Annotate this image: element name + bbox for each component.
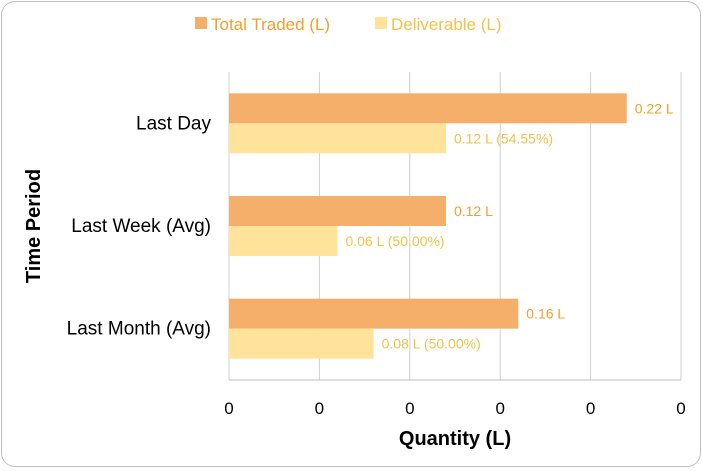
x-tick-label: 0 bbox=[586, 399, 595, 418]
x-tick-label: 0 bbox=[495, 399, 504, 418]
legend-swatch bbox=[375, 17, 387, 29]
x-tick-label: 0 bbox=[224, 399, 233, 418]
category-label: Last Month (Avg) bbox=[67, 319, 211, 340]
data-label: 0.12 L bbox=[454, 203, 493, 219]
x-tick-label: 0 bbox=[676, 399, 685, 418]
bar bbox=[229, 226, 338, 256]
category-label: Last Week (Avg) bbox=[71, 216, 211, 237]
bar bbox=[229, 298, 519, 329]
data-label: 0.22 L bbox=[635, 100, 674, 116]
legend-swatch bbox=[195, 17, 207, 29]
bar bbox=[229, 123, 446, 154]
data-label: 0.06 L (50.00%) bbox=[345, 233, 444, 249]
legend-label: Total Traded (L) bbox=[211, 15, 330, 34]
bar-chart: 0 0 0 0 0 0 Last Day 0.22 L 0.12 L (54.55%) Last … bbox=[23, 15, 686, 450]
legend-label: Deliverable (L) bbox=[391, 15, 502, 34]
x-axis-title: Quantity (L) bbox=[399, 428, 511, 450]
category-label: Last Day bbox=[136, 113, 211, 134]
bar bbox=[229, 93, 627, 124]
bar bbox=[229, 328, 374, 359]
data-label: 0.08 L (50.00%) bbox=[382, 336, 481, 352]
data-label: 0.16 L bbox=[526, 306, 565, 322]
x-tick-label: 0 bbox=[405, 399, 414, 418]
data-label: 0.12 L (54.55%) bbox=[454, 130, 553, 146]
bar bbox=[229, 196, 446, 226]
x-tick-label: 0 bbox=[315, 399, 324, 418]
y-axis-title: Time Period bbox=[23, 169, 45, 283]
